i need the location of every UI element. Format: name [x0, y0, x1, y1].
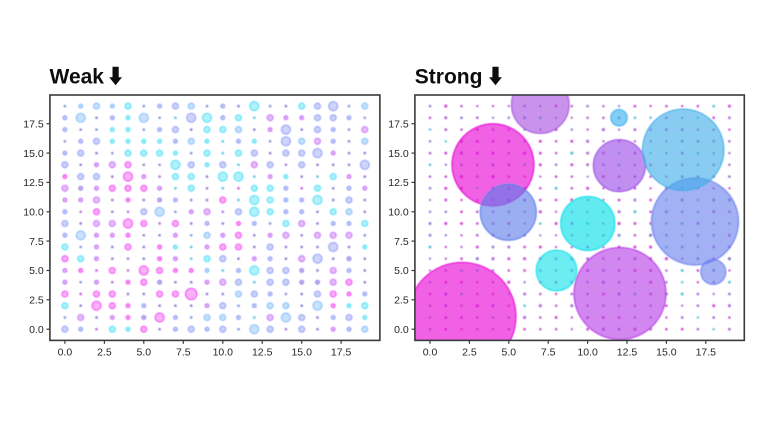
svg-text:10.0: 10.0 [577, 346, 598, 358]
svg-text:2.5: 2.5 [462, 346, 477, 358]
svg-text:15.0: 15.0 [656, 346, 677, 358]
svg-text:15.0: 15.0 [291, 346, 312, 358]
svg-text:10.0: 10.0 [213, 346, 234, 358]
svg-text:Weak: Weak [50, 66, 105, 89]
svg-text:12.5: 12.5 [388, 177, 409, 189]
svg-text:2.5: 2.5 [97, 346, 112, 358]
svg-text:5.0: 5.0 [29, 265, 44, 277]
svg-text:12.5: 12.5 [252, 346, 273, 358]
svg-text:0.0: 0.0 [423, 346, 438, 358]
svg-text:17.5: 17.5 [696, 346, 717, 358]
svg-text:0.0: 0.0 [394, 324, 409, 336]
svg-text:Strong: Strong [415, 66, 483, 89]
svg-text:17.5: 17.5 [388, 118, 409, 130]
svg-text:12.5: 12.5 [617, 346, 638, 358]
svg-text:10.0: 10.0 [388, 207, 409, 219]
svg-text:10.0: 10.0 [23, 207, 44, 219]
svg-text:7.5: 7.5 [394, 236, 409, 248]
svg-text:0.0: 0.0 [58, 346, 73, 358]
svg-text:5.0: 5.0 [394, 265, 409, 277]
svg-text:12.5: 12.5 [23, 177, 44, 189]
svg-text:15.0: 15.0 [23, 148, 44, 160]
svg-text:5.0: 5.0 [501, 346, 516, 358]
svg-text:7.5: 7.5 [541, 346, 556, 358]
svg-text:2.5: 2.5 [394, 295, 409, 307]
svg-text:7.5: 7.5 [176, 346, 191, 358]
svg-text:0.0: 0.0 [29, 324, 44, 336]
svg-text:7.5: 7.5 [29, 236, 44, 248]
svg-text:5.0: 5.0 [136, 346, 151, 358]
svg-text:2.5: 2.5 [29, 295, 44, 307]
svg-text:17.5: 17.5 [331, 346, 352, 358]
svg-text:17.5: 17.5 [23, 118, 44, 130]
svg-text:15.0: 15.0 [388, 148, 409, 160]
